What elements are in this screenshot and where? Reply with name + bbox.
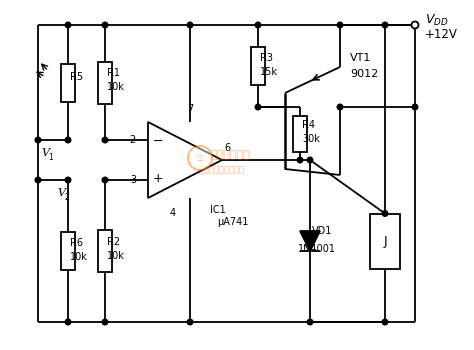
Text: V: V xyxy=(41,148,49,158)
Circle shape xyxy=(411,21,419,28)
Circle shape xyxy=(102,177,108,183)
Text: 维库: 维库 xyxy=(196,155,204,161)
Bar xyxy=(370,214,400,268)
Text: J: J xyxy=(383,234,387,247)
Circle shape xyxy=(382,211,388,216)
Text: R6: R6 xyxy=(70,238,83,248)
Circle shape xyxy=(102,319,108,325)
Text: 1: 1 xyxy=(48,153,53,161)
Circle shape xyxy=(255,104,261,110)
Bar xyxy=(98,230,112,272)
Text: 全球最大电子购物网站: 全球最大电子购物网站 xyxy=(195,166,245,175)
Text: 4: 4 xyxy=(170,208,176,218)
Text: 10k: 10k xyxy=(107,83,125,92)
Circle shape xyxy=(65,319,71,325)
Text: VD1: VD1 xyxy=(312,226,332,236)
Text: −: − xyxy=(153,134,163,147)
Text: R3: R3 xyxy=(260,53,273,63)
Text: 7: 7 xyxy=(187,104,193,114)
Text: R1: R1 xyxy=(107,69,120,78)
Circle shape xyxy=(35,177,41,183)
Text: $V_{DD}$: $V_{DD}$ xyxy=(425,13,448,28)
Text: 2: 2 xyxy=(130,135,136,145)
Text: R5: R5 xyxy=(70,72,83,83)
Text: VT1: VT1 xyxy=(350,53,371,63)
Circle shape xyxy=(337,104,343,110)
Text: +: + xyxy=(153,172,164,184)
Polygon shape xyxy=(300,231,320,251)
Text: IC1: IC1 xyxy=(210,205,226,215)
Circle shape xyxy=(65,137,71,143)
Circle shape xyxy=(102,22,108,28)
Text: 30k: 30k xyxy=(302,134,320,145)
Text: 维库电子市场: 维库电子市场 xyxy=(210,150,250,160)
Circle shape xyxy=(307,157,313,163)
Circle shape xyxy=(188,146,212,170)
Circle shape xyxy=(307,319,313,325)
Circle shape xyxy=(102,137,108,143)
Text: R4: R4 xyxy=(302,120,315,131)
Polygon shape xyxy=(148,122,222,198)
Text: 15k: 15k xyxy=(260,67,278,77)
Bar xyxy=(98,62,112,104)
Circle shape xyxy=(412,104,418,110)
Text: V: V xyxy=(57,188,65,198)
Text: 2: 2 xyxy=(65,193,70,202)
Bar xyxy=(61,63,75,102)
Text: 1N4001: 1N4001 xyxy=(298,244,336,254)
Circle shape xyxy=(255,22,261,28)
Circle shape xyxy=(337,22,343,28)
Circle shape xyxy=(187,22,193,28)
Text: 10k: 10k xyxy=(107,251,125,261)
Circle shape xyxy=(382,22,388,28)
Text: R2: R2 xyxy=(107,237,120,247)
Circle shape xyxy=(65,177,71,183)
Circle shape xyxy=(187,319,193,325)
Text: 10k: 10k xyxy=(70,252,88,262)
Bar xyxy=(61,232,75,270)
Circle shape xyxy=(35,137,41,143)
Bar xyxy=(251,47,265,85)
Circle shape xyxy=(297,157,303,163)
Text: 9012: 9012 xyxy=(350,69,378,79)
Text: 3: 3 xyxy=(130,175,136,185)
Text: μA741: μA741 xyxy=(217,217,248,227)
Bar xyxy=(293,116,307,152)
Text: +12V: +12V xyxy=(425,28,458,42)
Circle shape xyxy=(65,22,71,28)
Circle shape xyxy=(382,319,388,325)
Text: 6: 6 xyxy=(224,143,230,153)
